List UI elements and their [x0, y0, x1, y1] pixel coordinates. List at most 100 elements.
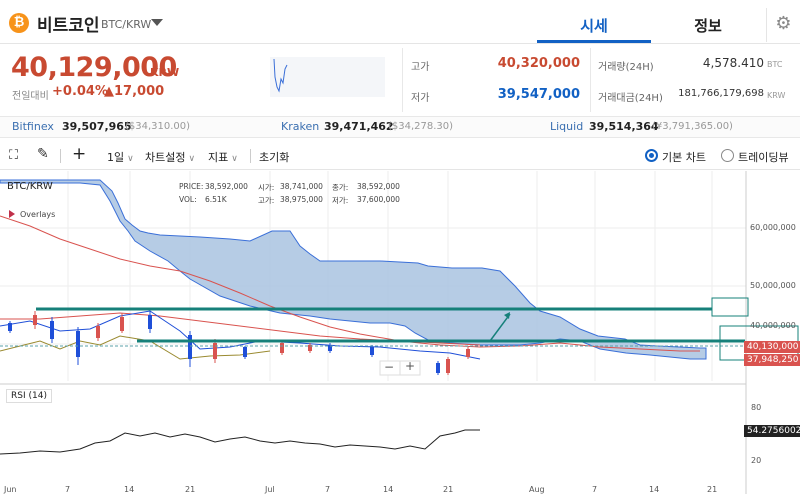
lagging-red-line: [0, 215, 700, 352]
divider: [590, 48, 591, 112]
sparkline-line: [273, 58, 288, 93]
info-close-label: 종가:: [332, 183, 349, 192]
ichimoku-cloud: [0, 179, 707, 360]
volume-value: 4,578.410: [702, 56, 764, 70]
coin-name: 비트코인: [37, 16, 100, 36]
basic-chart-label[interactable]: 기본 차트: [662, 151, 706, 164]
exchange-usd-liquid: (¥3,791,365.00): [652, 121, 733, 132]
y-axis-label: 60,000,000: [750, 223, 796, 232]
x-axis-label: Aug: [529, 485, 545, 494]
info-vol-label: VOL:: [179, 195, 197, 204]
sparkline-svg: [273, 58, 288, 93]
amount-value: 181,766,179,698: [678, 88, 764, 99]
tab-active-underline: [537, 40, 651, 43]
x-axis-label: 7: [592, 485, 598, 494]
exchange-price-kraken: 39,471,462: [324, 120, 394, 133]
zoom-out-button[interactable]: −: [384, 360, 395, 374]
exchange-name-liquid: Liquid: [550, 120, 584, 133]
price-unit: KRW: [150, 66, 180, 79]
info-high-label: 고가:: [258, 196, 275, 205]
sparkline-chart: [270, 57, 385, 97]
exchange-usd-kraken: ($34,278.30): [388, 121, 454, 132]
rsi-value-tag: 54.27560026: [744, 425, 800, 437]
x-axis-label: 14: [383, 485, 394, 494]
high-label: 고가: [411, 62, 430, 73]
x-axis-label: 14: [124, 485, 135, 494]
info-high: 38,975,000: [280, 195, 323, 204]
low-value: 39,547,000: [497, 87, 580, 102]
zoom-in-button[interactable]: +: [405, 359, 416, 373]
secondary-price-tag: 37,948,250: [744, 354, 800, 366]
info-low-label: 저가:: [332, 196, 349, 205]
exchange-bar: [0, 116, 800, 138]
info-vol: 6.51K: [205, 195, 227, 204]
toolbar-divider: [250, 149, 251, 163]
x-axis-label: 7: [65, 485, 71, 494]
x-axis-label: 7: [325, 485, 331, 494]
change-amount: ▲17,000: [104, 84, 165, 99]
info-open: 38,741,000: [280, 182, 323, 191]
volume-unit: BTC: [767, 60, 783, 69]
basic-chart-radio[interactable]: [645, 149, 658, 162]
x-axis-label: 21: [185, 485, 196, 494]
low-label: 저가: [411, 93, 430, 104]
info-low: 37,600,000: [357, 195, 400, 204]
y-axis-label: 50,000,000: [750, 281, 796, 290]
x-axis-label: 21: [443, 485, 454, 494]
chevron-down-icon: ∨: [231, 154, 238, 164]
x-axis-label: Jun: [4, 485, 17, 494]
chevron-down-icon: ∨: [127, 154, 134, 164]
rsi-axis-label: 80: [751, 403, 762, 412]
reset-button[interactable]: 초기화: [259, 151, 290, 164]
overlays-label[interactable]: Overlays: [20, 210, 56, 219]
exchange-usd-bitfinex: ($34,310.00): [125, 121, 191, 132]
coin-select-chevron-down-icon[interactable]: [151, 19, 163, 26]
info-open-label: 시가:: [258, 183, 275, 192]
trend-arrow[interactable]: [489, 313, 511, 342]
bitcoin-icon: ₿: [9, 13, 29, 33]
tab-info[interactable]: 정보: [694, 17, 722, 35]
tradingview-label[interactable]: 트레이딩뷰: [738, 151, 789, 164]
volume-label: 거래량(24H): [598, 62, 654, 73]
chart-settings-label: 차트설정: [145, 151, 186, 164]
trend-arrow-head: [504, 312, 510, 319]
header: [0, 0, 800, 44]
chart-settings-dropdown[interactable]: 차트설정 ∨: [145, 149, 195, 165]
x-axis-label: 21: [707, 485, 718, 494]
rsi-axis-label: 20: [751, 456, 762, 465]
interval-dropdown[interactable]: 1일 ∨: [107, 149, 134, 165]
overlays-toggle-icon[interactable]: [9, 210, 15, 218]
chart-svg: [0, 171, 799, 494]
coin-pair: BTC/KRW: [101, 18, 152, 31]
fullscreen-icon[interactable]: ⛶: [9, 148, 19, 163]
x-axis-label: Jul: [265, 485, 275, 494]
indicators-dropdown[interactable]: 지표 ∨: [208, 149, 238, 165]
indicators-label: 지표: [208, 151, 229, 164]
rsi-label[interactable]: RSI (14): [6, 389, 52, 403]
tab-quote[interactable]: 시세: [580, 17, 608, 35]
amount-unit: KRW: [767, 91, 786, 100]
crosshair-icon[interactable]: +: [72, 144, 87, 164]
tradingview-radio[interactable]: [721, 149, 734, 162]
gear-icon[interactable]: ⚙: [766, 8, 800, 42]
info-close: 38,592,000: [357, 182, 400, 191]
amount-label: 거래대금(24H): [598, 93, 663, 104]
pencil-icon[interactable]: ✎: [37, 146, 49, 162]
current-price-tag: 40,130,000: [744, 341, 800, 353]
exchange-price-bitfinex: 39,507,965: [62, 120, 132, 133]
high-value: 40,320,000: [497, 56, 580, 71]
price-chart[interactable]: BTC/KRW Overlays PRICE: 38,592,000 시가: 3…: [0, 171, 800, 494]
exchange-name-kraken: Kraken: [281, 120, 320, 133]
rsi-line: [0, 429, 480, 455]
y-axis-label: 40,000,000: [750, 321, 796, 330]
exchange-price-liquid: 39,514,364: [589, 120, 659, 133]
info-price: 38,592,000: [205, 182, 248, 191]
exchange-name-bitfinex: Bitfinex: [12, 120, 54, 133]
prev-day-label: 전일대비: [12, 91, 49, 102]
toolbar-divider: [60, 149, 61, 163]
chart-symbol: BTC/KRW: [7, 181, 53, 192]
change-percent: +0.04%: [52, 84, 108, 99]
divider: [402, 48, 403, 112]
chevron-down-icon: ∨: [188, 154, 196, 164]
interval-label: 1일: [107, 151, 125, 164]
